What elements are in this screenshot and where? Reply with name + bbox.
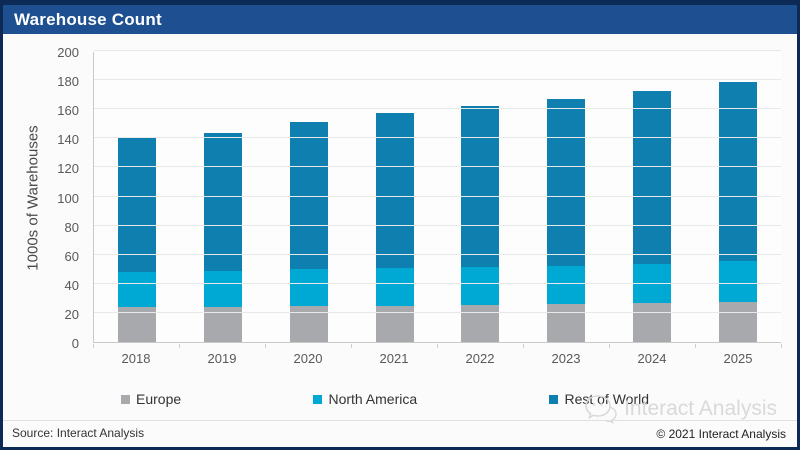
stacked-bar-2018 bbox=[117, 136, 156, 342]
title-bar: Warehouse Count bbox=[3, 5, 797, 34]
x-axis-tick bbox=[437, 344, 438, 348]
legend-label: Rest of World bbox=[564, 391, 649, 407]
x-tick-label: 2018 bbox=[121, 351, 151, 366]
bar-slot bbox=[695, 52, 781, 342]
source-note: Source: Interact Analysis bbox=[12, 426, 145, 440]
bar-segment bbox=[117, 272, 156, 308]
bar-segment bbox=[633, 264, 672, 304]
gridline bbox=[94, 137, 781, 139]
bar-segment bbox=[375, 112, 414, 268]
gridline bbox=[94, 166, 781, 168]
plot-area bbox=[93, 50, 781, 343]
stacked-bar-2022 bbox=[461, 106, 500, 342]
legend-item: Europe bbox=[121, 391, 181, 407]
gridline bbox=[94, 224, 781, 226]
bar-segment bbox=[375, 267, 414, 306]
y-tick-label: 80 bbox=[64, 219, 79, 235]
x-axis-tick bbox=[179, 344, 180, 348]
gridline bbox=[94, 108, 781, 110]
x-tick-label: 2019 bbox=[207, 351, 237, 366]
y-tick-label: 0 bbox=[71, 336, 79, 351]
gridline bbox=[94, 79, 781, 81]
y-tick-label: 40 bbox=[64, 277, 79, 293]
x-tick-label: 2023 bbox=[551, 351, 581, 366]
y-tick-label: 120 bbox=[57, 161, 79, 177]
stacked-bar-2023 bbox=[547, 99, 586, 342]
bar-segment bbox=[461, 267, 500, 305]
bar-segment bbox=[547, 265, 586, 305]
stacked-bar-2021 bbox=[375, 112, 414, 342]
gridline bbox=[94, 282, 781, 284]
x-tick-label: 2024 bbox=[637, 351, 667, 366]
x-axis-tick bbox=[695, 344, 696, 348]
chart-legend: Europe North America Rest of World bbox=[121, 391, 649, 407]
x-tick-label: 2025 bbox=[723, 351, 753, 366]
gridline bbox=[94, 50, 781, 51]
x-axis-tick bbox=[609, 344, 610, 348]
bar-slot bbox=[438, 52, 524, 342]
bar-segment bbox=[375, 305, 414, 342]
stacked-bar-2024 bbox=[633, 91, 672, 342]
x-axis-tick bbox=[93, 344, 94, 348]
bar-segment bbox=[719, 81, 758, 262]
bar-segment bbox=[547, 304, 586, 342]
bar-slot bbox=[609, 52, 695, 342]
bar-segment bbox=[719, 261, 758, 302]
y-tick-label: 60 bbox=[64, 248, 79, 264]
y-tick-label: 100 bbox=[57, 190, 79, 206]
x-axis-tick bbox=[265, 344, 266, 348]
bar-segment bbox=[289, 269, 328, 307]
x-axis-tick bbox=[351, 344, 352, 348]
bar-segment bbox=[633, 91, 672, 265]
gridline bbox=[94, 311, 781, 313]
bar-segment bbox=[203, 307, 242, 342]
bar-slot bbox=[523, 52, 609, 342]
stacked-bar-2025 bbox=[719, 81, 758, 342]
y-tick-label: 200 bbox=[57, 45, 79, 60]
bar-slot bbox=[352, 52, 438, 342]
y-axis-tick-labels: 0 20 40 60 80 100 120 140 160 180 200 bbox=[3, 45, 85, 351]
y-tick-label: 20 bbox=[64, 306, 79, 322]
bar-segment bbox=[203, 133, 242, 272]
legend-swatch-icon bbox=[313, 394, 323, 404]
x-axis-tick bbox=[523, 344, 524, 348]
x-axis-tick bbox=[781, 344, 782, 348]
bar-segment bbox=[117, 307, 156, 342]
bar-segment bbox=[117, 136, 156, 273]
y-tick-label: 160 bbox=[57, 103, 79, 119]
y-tick-label: 180 bbox=[57, 74, 79, 90]
stacked-bar-2020 bbox=[289, 122, 328, 342]
bar-segment bbox=[719, 302, 758, 342]
stacked-bar-2019 bbox=[203, 133, 242, 342]
legend-label: Europe bbox=[136, 391, 182, 407]
x-tick-label: 2021 bbox=[379, 351, 409, 366]
x-axis-labels: 2018 2019 2020 2021 2022 2023 2024 2025 bbox=[93, 351, 781, 366]
bar-segment bbox=[547, 99, 586, 266]
top-navy-strip bbox=[3, 0, 797, 5]
legend-item: North America bbox=[313, 391, 417, 407]
page-title: Warehouse Count bbox=[14, 9, 162, 29]
copyright-note: © 2021 Interact Analysis bbox=[656, 427, 786, 441]
legend-swatch-icon bbox=[549, 394, 559, 404]
bar-slot bbox=[94, 52, 180, 342]
legend-swatch-icon bbox=[121, 394, 130, 404]
bar-segment bbox=[461, 106, 500, 268]
legend-label: North America bbox=[328, 391, 418, 407]
bar-slot bbox=[180, 52, 266, 342]
legend-item: Rest of World bbox=[549, 391, 649, 407]
bar-slot bbox=[266, 52, 352, 342]
bar-segment bbox=[203, 271, 242, 308]
gridline bbox=[94, 253, 781, 255]
x-tick-label: 2020 bbox=[293, 351, 323, 366]
gridline bbox=[94, 195, 781, 197]
bar-segment bbox=[633, 303, 672, 342]
x-tick-label: 2022 bbox=[465, 351, 495, 366]
footer-divider bbox=[3, 420, 797, 421]
y-tick-label: 140 bbox=[57, 132, 79, 148]
bars-row bbox=[94, 52, 781, 342]
bar-segment bbox=[461, 304, 500, 342]
